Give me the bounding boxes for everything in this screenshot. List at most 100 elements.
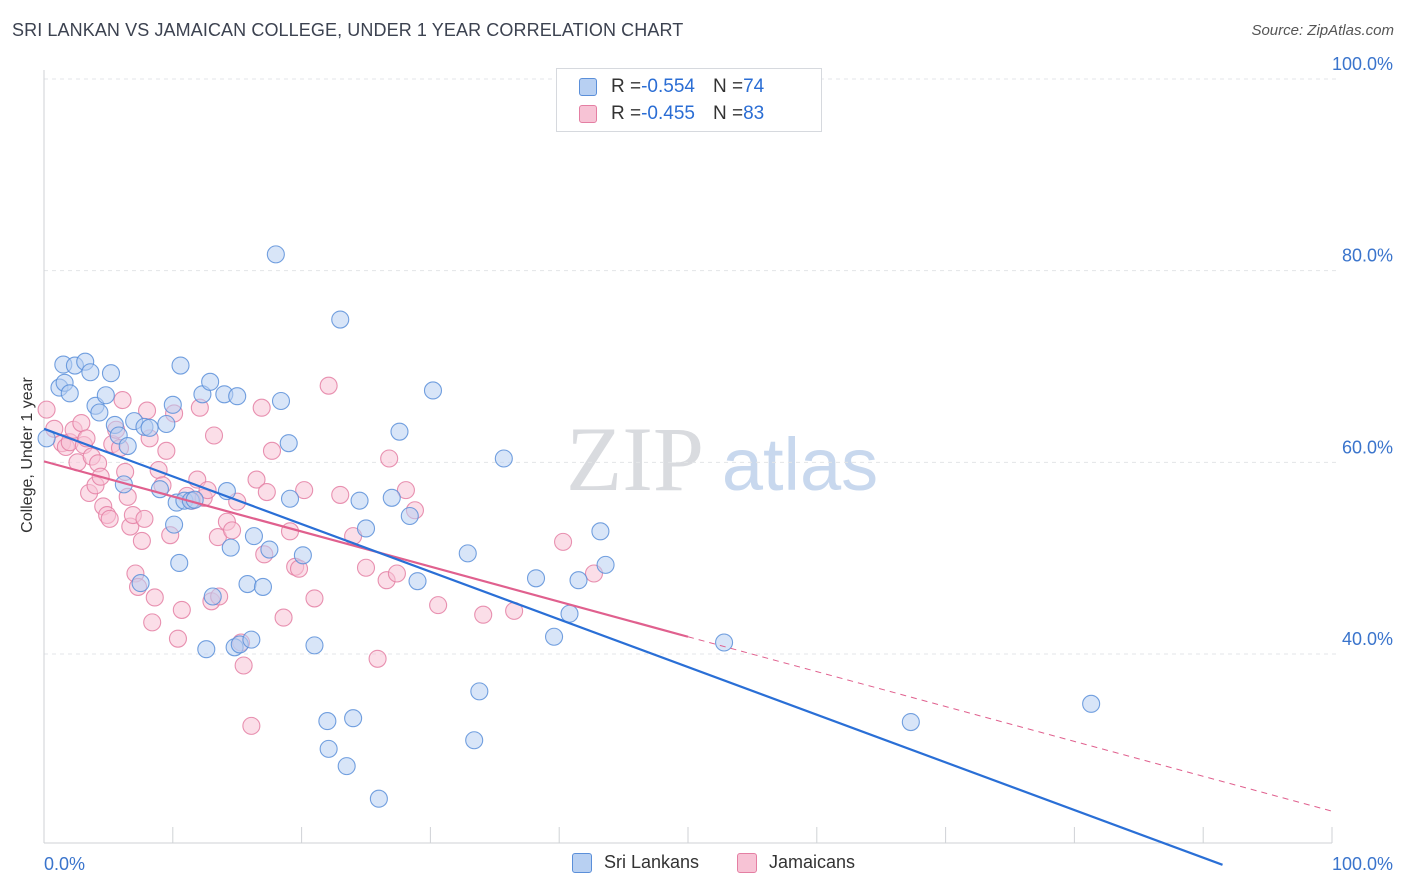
y-tick-label-40: 40.0% <box>1342 629 1393 649</box>
sri-lankans-point-26 <box>171 356 190 375</box>
sri-lankans-point-47 <box>279 434 298 453</box>
jamaicans-trend-extension <box>687 636 1333 812</box>
sri-lankans-point-19 <box>140 418 159 437</box>
jamaicans-point-78 <box>554 532 573 551</box>
sri-lankans-point-56 <box>350 491 369 510</box>
watermark-atlas: atlas <box>722 423 878 506</box>
sri-lankans-point-45 <box>266 245 285 264</box>
sri-lankans-point-21 <box>157 414 176 434</box>
sri-lankans-point-53 <box>331 310 350 329</box>
sri-lankans-point-44 <box>260 540 279 559</box>
jamaicans-point-65 <box>305 589 324 608</box>
sri-lankans-point-67 <box>494 449 513 468</box>
y-tick-labels: 40.0% 60.0% 80.0% 100.0% <box>1332 54 1393 649</box>
legend-n-value-jamaicans: 83 <box>743 103 765 124</box>
jamaicans-point-66 <box>319 376 338 395</box>
sri-lankans-point-73 <box>596 555 615 574</box>
sri-lankans-point-57 <box>356 519 376 538</box>
sri-lankans-point-48 <box>280 489 300 508</box>
sri-lankans-point-17 <box>131 574 150 593</box>
jamaicans-point-58 <box>257 482 276 502</box>
sri-lankans-point-50 <box>305 636 324 655</box>
chart-title: SRI LANKAN VS JAMAICAN COLLEGE, UNDER 1 … <box>12 20 684 40</box>
sri-lankans-point-70 <box>560 604 579 623</box>
trend-lines <box>43 427 1333 866</box>
jamaicans-point-75 <box>429 596 448 615</box>
y-tick-label-80: 80.0% <box>1342 246 1393 266</box>
correlation-legend: R = -0.554 N = 74 R = -0.455 N = 83 <box>556 68 822 132</box>
legend-n-label: N = <box>712 103 744 124</box>
jamaicans-point-0 <box>37 400 56 419</box>
x-tick-label-max: 100.0% <box>1332 854 1393 874</box>
legend-swatch-jamaicans <box>737 852 757 873</box>
legend-n-value-sri-lankans: 74 <box>743 76 765 97</box>
jamaicans-point-54 <box>234 656 253 675</box>
jamaicans-point-61 <box>280 522 300 541</box>
sri-lankans-point-58 <box>369 789 388 808</box>
legend-item-jamaicans[interactable]: Jamaicans <box>737 852 855 873</box>
sri-lankans-point-43 <box>253 577 273 596</box>
jamaicans-point-60 <box>274 608 293 627</box>
jamaicans-point-82 <box>380 449 399 468</box>
sri-lankans-point-46 <box>271 391 291 411</box>
jamaicans-point-48 <box>204 426 224 445</box>
jamaicans-point-70 <box>368 649 387 668</box>
sri-lankans-point-66 <box>470 682 489 701</box>
legend-r-label: R = <box>611 76 642 97</box>
gridlines <box>44 78 1336 655</box>
legend-r-value-jamaicans: -0.455 <box>641 103 695 124</box>
legend-r-label: R = <box>611 103 642 124</box>
x-tick-label-min: 0.0% <box>44 854 85 874</box>
jamaicans-point-73 <box>396 481 415 500</box>
legend-swatch-sri-lankans <box>572 852 592 873</box>
x-axis-ticks <box>43 827 1333 843</box>
jamaicans-point-33 <box>145 588 164 607</box>
jamaicans-point-17 <box>100 509 119 528</box>
jamaicans-point-29 <box>135 509 154 528</box>
jamaicans-point-59 <box>262 441 282 460</box>
sri-lankans-point-61 <box>400 506 419 526</box>
jamaicans-point-28 <box>132 531 151 550</box>
legend-label-jamaicans: Jamaicans <box>769 852 856 872</box>
sri-lankans-point-65 <box>465 731 484 750</box>
sri-lankans-point-36 <box>221 538 240 557</box>
legend-n-label: N = <box>712 76 744 97</box>
jamaicans-point-69 <box>356 558 376 577</box>
sri-lankans-point-9 <box>90 403 109 422</box>
jamaicans-point-21 <box>113 390 132 410</box>
legend-label-sri-lankans: Sri Lankans <box>604 852 700 872</box>
sri-lankans-point-71 <box>569 571 588 590</box>
sri-lankans-points <box>37 245 1101 808</box>
sri-lankans-point-10 <box>96 386 115 405</box>
sri-lankans-point-55 <box>344 709 363 728</box>
sri-lankans-point-59 <box>382 488 401 507</box>
sri-lankans-trend-line <box>43 427 1223 866</box>
jamaicans-point-72 <box>387 564 406 583</box>
jamaicans-point-55 <box>242 716 261 735</box>
sri-lankans-point-69 <box>544 627 564 646</box>
jamaicans-point-57 <box>252 398 271 417</box>
sri-lankans-point-38 <box>228 387 247 406</box>
sri-lankans-point-76 <box>1082 694 1101 713</box>
watermark-zip: ZIP <box>566 408 704 510</box>
jamaicans-point-67 <box>331 485 350 504</box>
jamaicans-point-36 <box>157 441 176 460</box>
y-tick-label-60: 60.0% <box>1342 437 1393 457</box>
legend-item-sri-lankans[interactable]: Sri Lankans <box>572 852 699 873</box>
sri-lankans-point-60 <box>390 422 409 441</box>
sri-lankans-point-41 <box>242 630 261 649</box>
sri-lankans-point-74 <box>715 633 734 652</box>
legend-swatch-sri-lankans <box>579 78 597 96</box>
jamaicans-point-40 <box>172 600 191 619</box>
y-tick-label-100: 100.0% <box>1332 54 1393 74</box>
sri-lankans-point-64 <box>458 544 477 563</box>
zipatlas-watermark: ZIP atlas <box>566 408 878 510</box>
sri-lankans-point-33 <box>203 587 222 606</box>
sri-lankans-point-40 <box>238 574 257 594</box>
jamaicans-point-7 <box>72 413 91 433</box>
series-legend: Sri Lankans Jamaicans <box>0 852 1406 878</box>
jamaicans-point-56 <box>247 470 266 489</box>
jamaicans-point-39 <box>168 629 188 648</box>
sri-lankans-point-22 <box>163 395 182 414</box>
sri-lankans-point-72 <box>591 522 610 541</box>
